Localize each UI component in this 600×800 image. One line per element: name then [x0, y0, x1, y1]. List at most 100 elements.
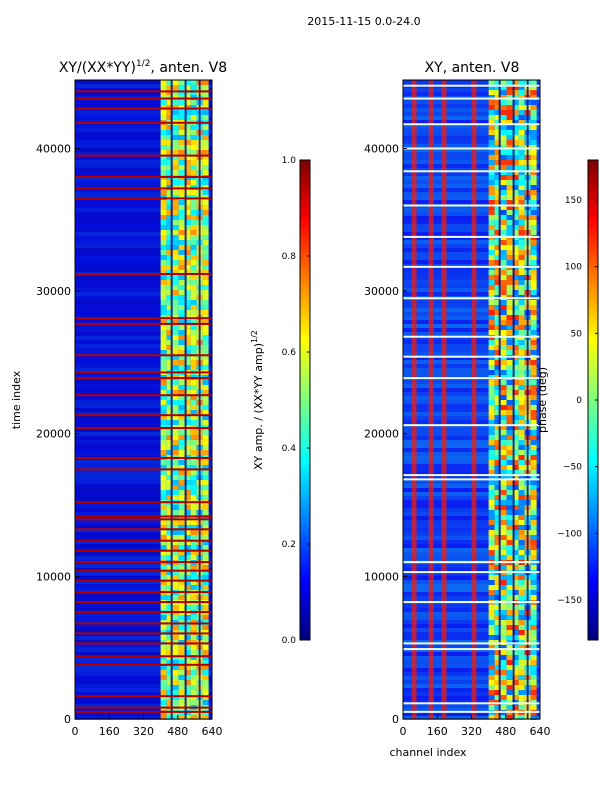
right-cell	[512, 635, 519, 640]
left-flagged-row	[75, 121, 212, 124]
left-cell	[160, 515, 167, 520]
right-cell	[530, 575, 537, 580]
left-cell	[178, 525, 185, 530]
right-cell	[518, 325, 525, 330]
right-cell	[506, 595, 513, 600]
left-texture-row	[75, 192, 212, 196]
right-cell	[494, 230, 501, 235]
left-flagged-row	[75, 539, 212, 542]
left-flagged-row	[75, 706, 212, 709]
right-cell	[494, 85, 501, 90]
right-cell	[494, 490, 501, 495]
left-cell	[178, 155, 185, 160]
left-cell	[160, 360, 167, 365]
left-texture-row	[75, 296, 212, 300]
right-cell	[518, 585, 525, 590]
left-cell	[202, 95, 209, 100]
left-cell	[202, 360, 209, 365]
left-cell	[184, 290, 191, 295]
left-cell	[190, 295, 197, 300]
right-cell	[506, 215, 513, 220]
left-flagged-row	[75, 371, 212, 374]
left-cell	[202, 380, 209, 385]
right-cell	[518, 165, 525, 170]
right-cell	[518, 395, 525, 400]
left-flagged-row	[75, 175, 212, 178]
right-cell	[512, 260, 519, 265]
left-cell	[184, 410, 191, 415]
left-texture-row	[75, 264, 212, 268]
right-cell	[494, 425, 501, 430]
right-colorbar-tick-label: 100	[565, 263, 582, 273]
left-cell	[172, 715, 179, 720]
right-cell	[500, 195, 507, 200]
right-cell	[500, 550, 507, 555]
right-cell	[518, 660, 525, 665]
right-cell	[530, 150, 537, 155]
right-cell	[530, 270, 537, 275]
right-cell	[500, 380, 507, 385]
left-cell	[178, 300, 185, 305]
right-cell	[494, 100, 501, 105]
left-cell	[172, 465, 179, 470]
right-cell	[494, 195, 501, 200]
right-cell	[512, 175, 519, 180]
left-texture-row	[75, 236, 212, 240]
right-cell	[494, 205, 501, 210]
left-cell	[172, 305, 179, 310]
left-cell	[202, 270, 209, 275]
left-cell	[178, 430, 185, 435]
right-cell	[530, 675, 537, 680]
right-cell	[518, 255, 525, 260]
left-cell	[178, 415, 185, 420]
right-cell	[512, 120, 519, 125]
left-cell	[172, 450, 179, 455]
right-cell	[488, 300, 495, 305]
left-texture-row	[75, 132, 212, 136]
left-cell	[190, 245, 197, 250]
left-cell	[190, 410, 197, 415]
left-cell	[184, 395, 191, 400]
left-cell	[172, 325, 179, 330]
right-cell	[530, 155, 537, 160]
left-texture-row	[75, 164, 212, 168]
left-cell	[166, 595, 173, 600]
right-cell	[530, 275, 537, 280]
right-cell	[506, 185, 513, 190]
right-cell	[488, 90, 495, 95]
left-cell	[160, 180, 167, 185]
right-cell	[512, 340, 519, 345]
right-flagged-row	[403, 84, 540, 87]
left-cell	[184, 335, 191, 340]
left-cell	[202, 135, 209, 140]
left-cell	[172, 90, 179, 95]
right-flagged-row	[403, 478, 540, 481]
left-cell	[202, 145, 209, 150]
left-cell	[160, 525, 167, 530]
left-cell	[172, 355, 179, 360]
right-cell	[506, 615, 513, 620]
left-cell	[202, 305, 209, 310]
left-cell	[190, 530, 197, 535]
right-cell	[488, 655, 495, 660]
right-cell	[500, 330, 507, 335]
left-cell	[184, 200, 191, 205]
left-cell	[184, 565, 191, 570]
left-cell	[160, 290, 167, 295]
left-cell	[190, 615, 197, 620]
left-cell	[202, 665, 209, 670]
left-cell	[202, 150, 209, 155]
right-cell	[518, 480, 525, 485]
right-cell	[512, 525, 519, 530]
right-cell	[494, 110, 501, 115]
right-cell	[488, 440, 495, 445]
left-cell	[166, 290, 173, 295]
left-cell	[166, 310, 173, 315]
left-cell	[160, 700, 167, 705]
left-colorbar-gradient	[299, 159, 311, 641]
left-cell	[202, 540, 209, 545]
left-texture-row	[75, 372, 212, 376]
left-texture-row	[75, 492, 212, 496]
left-cell	[172, 670, 179, 675]
left-flagged-row	[75, 427, 212, 430]
